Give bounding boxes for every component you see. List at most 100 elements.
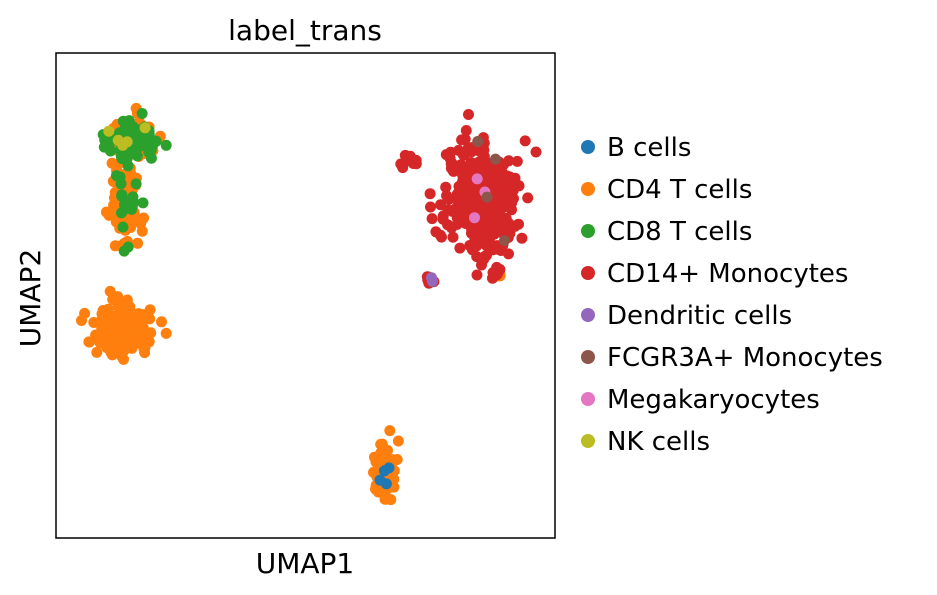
scatter-point [463, 109, 474, 120]
scatter-point [513, 218, 524, 230]
scatter-point [442, 219, 454, 231]
scatter-point [121, 301, 133, 313]
scatter-point [503, 218, 515, 230]
scatter-point [114, 322, 126, 334]
scatter-point [486, 178, 498, 190]
legend-label: CD4 T cells [607, 175, 752, 205]
scatter-point [88, 317, 100, 328]
legend-marker [581, 266, 595, 280]
plot-frame [55, 52, 556, 539]
scatter-point [101, 334, 113, 346]
scatter-point [436, 231, 447, 243]
scatter-point [456, 134, 468, 146]
scatter-point [103, 125, 115, 137]
scatter-point [404, 154, 416, 165]
scatter-point [368, 466, 379, 478]
scatter-point [127, 191, 139, 203]
scatter-point [110, 341, 122, 353]
scatter-point [490, 153, 501, 165]
scatter-point [384, 425, 396, 437]
scatter-point [471, 269, 483, 281]
scatter-point [516, 232, 528, 244]
chart-title: label_trans [228, 14, 382, 47]
legend-marker [581, 434, 595, 448]
scatter-point [471, 173, 483, 185]
scatter-point [508, 193, 519, 205]
scatter-point [472, 136, 484, 147]
scatter-point [131, 150, 143, 162]
scatter-point [83, 336, 95, 348]
scatter-point [392, 435, 404, 447]
scatter-point [91, 346, 103, 358]
scatter-point [455, 159, 467, 171]
legend-label: CD8 T cells [607, 217, 752, 247]
scatter-point [136, 108, 148, 119]
scatter-point [441, 190, 453, 202]
scatter-point [378, 465, 390, 477]
scatter-point [122, 123, 134, 135]
scatter-point [468, 221, 480, 233]
scatter-point [116, 189, 128, 201]
scatter-point [460, 125, 472, 136]
scatter-point [464, 240, 476, 251]
scatter-point [105, 145, 116, 157]
legend-label: B cells [607, 133, 691, 163]
scatter-point [451, 208, 463, 220]
scatter-point [457, 169, 469, 181]
scatter-point [112, 291, 124, 303]
scatter-point [138, 212, 150, 224]
scatter-point [139, 347, 151, 359]
scatter-point [522, 192, 534, 204]
scatter-point [137, 197, 149, 209]
scatter-point [116, 207, 127, 219]
scatter-point [375, 447, 387, 459]
scatter-point [90, 329, 102, 341]
scatter-point [499, 235, 510, 247]
scatter-point [100, 206, 112, 218]
scatter-point [448, 165, 460, 177]
scatter-point [116, 153, 128, 165]
scatter-point [143, 336, 155, 348]
legend-label: FCGR3A+ Monocytes [607, 343, 883, 373]
scatter-point [481, 191, 493, 203]
scatter-point [150, 135, 162, 147]
scatter-point [440, 181, 452, 193]
scatter-point [426, 213, 438, 225]
scatter-point [447, 231, 459, 243]
x-axis-label: UMAP1 [256, 547, 355, 580]
scatter-point [445, 146, 457, 158]
scatter-point [132, 237, 144, 249]
scatter-point [469, 212, 480, 224]
scatter-point [476, 259, 487, 271]
scatter-point [126, 315, 138, 327]
scatter-point [137, 314, 149, 326]
scatter-point [459, 187, 471, 199]
scatter-point [79, 307, 91, 319]
scatter-point [425, 201, 436, 213]
scatter-point [370, 483, 381, 495]
legend-marker [581, 224, 595, 238]
scatter-point [117, 221, 129, 233]
scatter-point [160, 139, 172, 151]
scatter-point [125, 336, 137, 348]
legend-label: Dendritic cells [607, 301, 792, 331]
scatter-point [498, 159, 509, 171]
scatter-point [507, 185, 519, 196]
legend-label: CD14+ Monocytes [607, 259, 848, 289]
legend: B cells CD4 T cells CD8 T cells CD14+ Monoc… [581, 133, 883, 457]
scatter-point [478, 144, 490, 156]
scatter-point [108, 314, 120, 326]
legend-label: Megakaryocytes [607, 385, 820, 415]
scatter-point [496, 184, 508, 196]
scatter-point [504, 171, 516, 183]
scatter-point [160, 327, 172, 339]
scatter-point [122, 160, 134, 172]
scatter-point [471, 251, 483, 263]
scatter-point [106, 157, 118, 169]
scatter-point [117, 139, 129, 151]
scatter-point [132, 135, 144, 147]
scatter-point [143, 146, 155, 158]
y-axis-label: UMAP2 [14, 249, 47, 348]
scatter-point [473, 156, 485, 168]
